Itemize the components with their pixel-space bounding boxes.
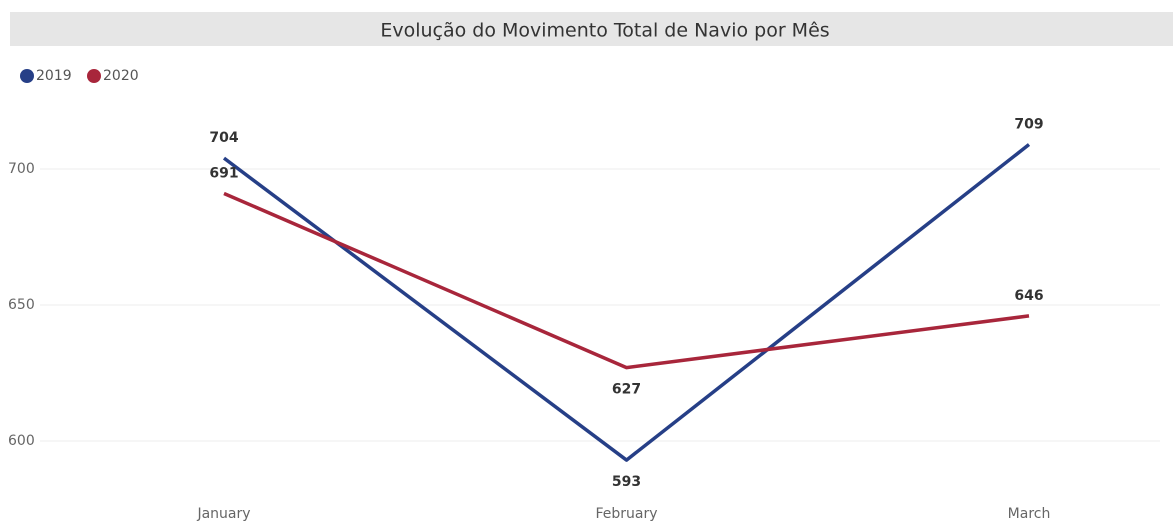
legend-label: 2019	[36, 68, 72, 84]
x-tick-label: January	[196, 506, 250, 522]
y-tick-label: 650	[8, 297, 35, 313]
legend-marker	[20, 69, 34, 83]
x-tick-label: March	[1008, 506, 1051, 522]
data-label: 704	[209, 130, 238, 146]
x-tick-label: February	[595, 506, 657, 522]
data-label: 691	[209, 165, 238, 181]
legend-label: 2020	[103, 68, 139, 84]
series-line	[223, 191, 1030, 370]
data-label: 646	[1014, 288, 1043, 304]
legend-marker	[87, 69, 101, 83]
y-tick-label: 600	[8, 433, 35, 449]
data-label: 627	[612, 382, 641, 398]
title-bar	[10, 12, 1173, 46]
data-label: 709	[1014, 117, 1043, 133]
chart-title: Evolução do Movimento Total de Navio por…	[380, 20, 829, 42]
data-label: 593	[612, 474, 641, 490]
series-line	[222, 143, 1031, 462]
y-tick-label: 700	[8, 161, 35, 177]
